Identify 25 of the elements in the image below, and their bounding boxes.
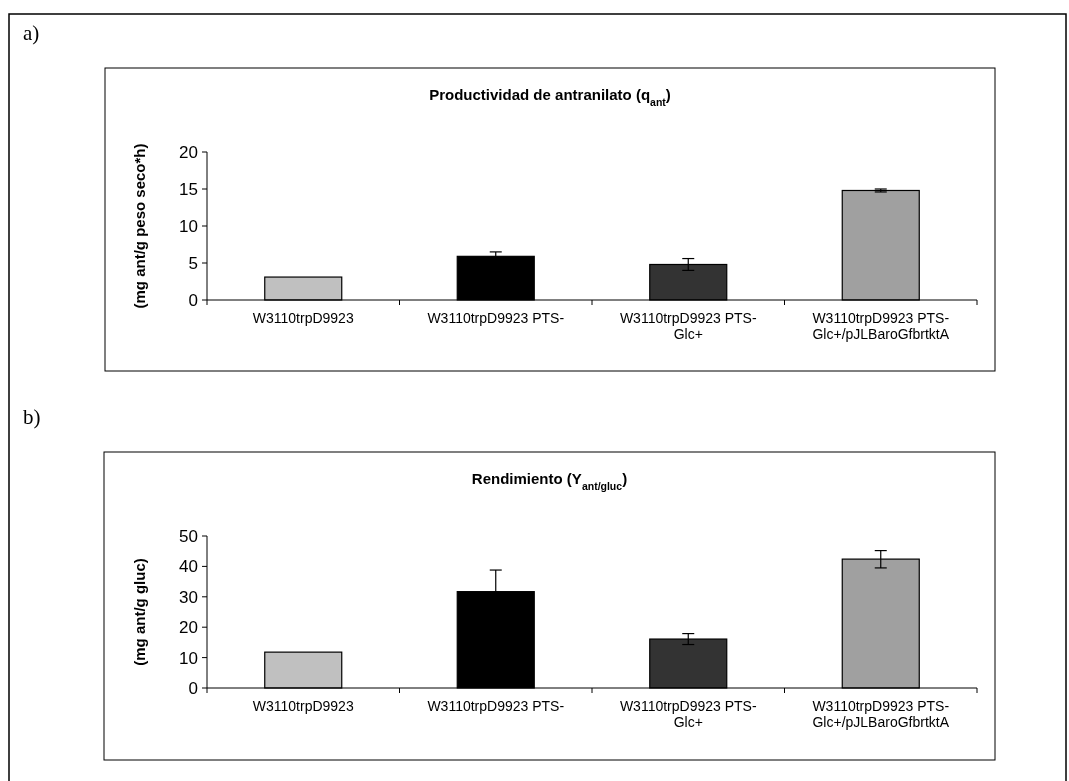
y-tick-label: 0 (188, 678, 198, 698)
x-tick-label: W3110trpD9923 PTS-Glc+/pJLBaroGfbrtktA (812, 310, 950, 342)
y-tick-label: 10 (179, 216, 198, 236)
y-axis-title: (mg ant/g gluc) (131, 558, 148, 666)
chart-title: Productividad de antranilato (q$_{ant}$) (429, 86, 671, 108)
y-tick-label: 40 (179, 557, 198, 577)
chart-title: Rendimiento (Y$_{ant/gluc}$) (471, 470, 628, 492)
y-tick-label: 30 (179, 587, 198, 607)
y-tick-label: 10 (179, 648, 198, 668)
y-axis-title: (mg ant/g peso seco*h) (131, 143, 148, 309)
x-tick-label: W3110trpD9923 (252, 310, 354, 326)
x-tick-label: W3110trpD9923 PTS-Glc+ (619, 310, 757, 342)
x-tick-label: W3110trpD9923 PTS- (427, 310, 565, 326)
x-tick-label: W3110trpD9923 PTS- (427, 698, 565, 714)
y-tick-label: 20 (179, 142, 198, 162)
x-tick-label: W3110trpD9923 (252, 698, 354, 714)
text: a) (23, 21, 40, 45)
x-tick-label: W3110trpD9923 PTS-Glc+/pJLBaroGfbrtktA (812, 698, 950, 730)
y-tick-label: 0 (188, 290, 198, 310)
text: b) (23, 405, 41, 429)
y-tick-label: 15 (179, 179, 198, 199)
x-tick-label: W3110trpD9923 PTS-Glc+ (619, 698, 757, 730)
y-tick-label: 50 (179, 526, 198, 546)
y-tick-label: 5 (188, 253, 198, 273)
y-tick-label: 20 (179, 618, 198, 638)
